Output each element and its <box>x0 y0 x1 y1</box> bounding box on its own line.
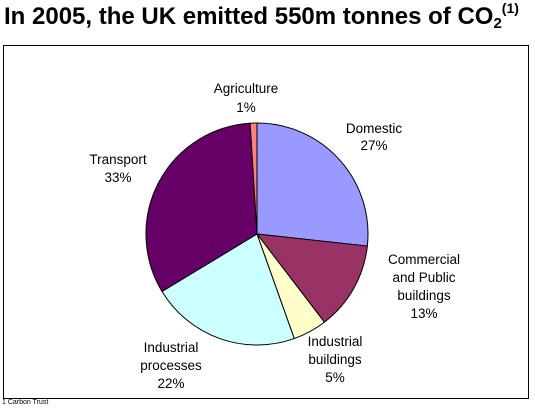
chart-title-subscript: 2 <box>493 15 502 32</box>
chart-frame: Domestic 27% Commercial and Public buildings… <box>3 45 529 399</box>
pie-label-transport: Transport 33% <box>89 152 147 185</box>
chart-title-text: In 2005, the UK emitted 550m tonnes of C… <box>4 3 494 30</box>
pie-slice-transport <box>145 122 258 293</box>
chart-title: In 2005, the UK emitted 550m tonnes of C… <box>4 0 532 32</box>
pie-slice-agriculture <box>249 122 258 235</box>
pie-slice-commercial-and-public-buildings <box>255 233 368 323</box>
pie-slice-industrial-processes <box>161 233 295 346</box>
pie-label-agriculture: Agriculture 1% <box>214 81 279 115</box>
pie-chart: Domestic 27% Commercial and Public buildings… <box>89 81 460 391</box>
pie-slices <box>145 122 369 346</box>
footnote: 1 Carbon Trust <box>2 399 49 406</box>
pie-label-industrial-processes: Industrial processes 22% <box>140 340 202 391</box>
pie-label-domestic: Domestic 27% <box>346 121 403 153</box>
pie-slice-domestic <box>256 122 369 247</box>
pie-label-commercial-and-public-buildings: Commercial and Public buildings 13% <box>388 252 460 321</box>
chart-title-superscript: (1) <box>501 0 519 16</box>
pie-label-industrial-buildings: Industrial buildings 5% <box>308 334 363 385</box>
pie-labels: Domestic 27% Commercial and Public buildings… <box>89 81 460 391</box>
